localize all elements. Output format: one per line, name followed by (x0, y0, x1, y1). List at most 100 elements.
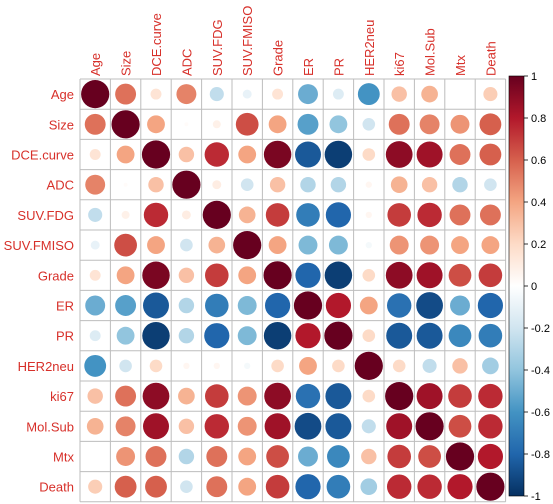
corr-circle-ADC-ADC (172, 170, 201, 199)
corr-circle-ki67-ki67 (385, 382, 414, 411)
column-label: SUV.FDG (210, 19, 225, 76)
corr-circle-Death-Size (114, 475, 137, 498)
circle-layer (81, 80, 505, 501)
corr-circle-ADC-Mol.Sub (421, 176, 438, 193)
corr-circle-ER-Mtx (450, 295, 470, 316)
corr-circle-Death-DCE.curve (145, 475, 167, 498)
corr-circle-Death-PR (326, 474, 351, 499)
corr-circle-HER2neu-ADC (183, 362, 190, 370)
corr-circle-SUV.FMISO-HER2neu (365, 241, 372, 249)
corr-circle-Age-ER (298, 84, 318, 105)
corr-circle-SUV.FMISO-ADC (180, 238, 193, 252)
corr-circle-PR-ER (295, 323, 321, 349)
label-layer: Age Age Size Size DCE.curve DCE.curve ADC ADC SU… (4, 6, 499, 495)
column-label: ki67 (392, 52, 407, 76)
corr-circle-ADC-Size (123, 182, 128, 187)
corr-circle-Size-Mtx (450, 114, 470, 134)
row-label: Grade (38, 268, 74, 283)
corr-circle-SUV.FDG-ADC (181, 210, 191, 220)
corr-circle-ER-Death (477, 292, 504, 319)
corr-circle-Age-PR (332, 88, 344, 100)
corr-circle-SUV.FMISO-Age (90, 240, 100, 250)
corr-circle-ki67-DCE.curve (142, 382, 170, 410)
corr-circle-SUV.FMISO-Death (481, 236, 500, 255)
corr-circle-Mtx-Mtx (445, 442, 475, 471)
corr-circle-SUV.FDG-PR (325, 202, 352, 228)
row-label: SUV.FDG (17, 208, 74, 223)
colorbar-tick-label: 0.2 (531, 239, 546, 251)
corr-circle-Mtx-ADC (178, 448, 195, 465)
corr-circle-ki67-HER2neu (362, 389, 376, 403)
corr-circle-HER2neu-SUV.FMISO (244, 362, 251, 370)
corr-circle-Mtx-Size (116, 447, 136, 466)
corr-circle-Grade-Grade (263, 261, 292, 290)
corr-circle-ADC-Grade (269, 176, 286, 193)
row-label: SUV.FMISO (4, 238, 74, 253)
colorbar-tick-label: -1 (531, 491, 541, 503)
corr-circle-DCE.curve-Mol.Sub (416, 141, 443, 168)
row-label: Mol.Sub (26, 419, 74, 434)
corr-circle-Size-HER2neu (362, 117, 376, 131)
corr-circle-Mtx-PR (327, 445, 350, 468)
column-label: Death (483, 41, 498, 76)
corr-circle-Size-ADC (184, 122, 189, 127)
corr-circle-ADC-HER2neu (365, 181, 372, 188)
corr-circle-Age-Death (483, 87, 498, 102)
colorbar-tick-label: 0 (531, 281, 537, 293)
corr-circle-DCE.curve-DCE.curve (141, 140, 171, 169)
corr-circle-PR-PR (324, 321, 353, 350)
column-label: Mol.Sub (423, 28, 438, 76)
corr-circle-ER-HER2neu (359, 296, 378, 315)
corr-circle-ER-SUV.FDG (205, 293, 229, 318)
corr-circle-ADC-DCE.curve (148, 176, 164, 193)
corr-circle-ER-SUV.FMISO (237, 296, 257, 315)
corr-circle-ER-Age (85, 295, 106, 316)
corr-circle-Age-SUV.FMISO (242, 89, 252, 99)
corr-circle-SUV.FMISO-Mtx (451, 236, 469, 255)
colorbar-tick-label: 0.8 (531, 113, 546, 125)
corr-circle-Grade-ki67 (385, 261, 413, 289)
colorbar-tick-label: -0.2 (531, 323, 550, 335)
corr-circle-Size-Death (479, 113, 502, 136)
corr-circle-Grade-ER (295, 262, 321, 288)
corr-circle-HER2neu-PR (332, 359, 345, 373)
corr-circle-ki67-SUV.FMISO (237, 386, 257, 406)
corr-circle-Death-Age (88, 479, 103, 494)
corr-circle-SUV.FDG-SUV.FDG (202, 200, 231, 229)
corr-circle-Mol.Sub-ki67 (386, 413, 413, 440)
corr-circle-ki67-SUV.FDG (205, 384, 229, 408)
corr-circle-Mtx-Mol.Sub (418, 445, 441, 468)
corr-circle-Age-SUV.FDG (209, 87, 224, 102)
corr-circle-Mol.Sub-Size (115, 416, 136, 437)
corr-circle-Death-Mol.Sub (417, 474, 442, 499)
row-label: ER (56, 299, 74, 314)
corr-circle-DCE.curve-Age (89, 149, 101, 160)
corr-circle-Size-Size (111, 110, 140, 139)
corr-circle-ADC-SUV.FMISO (240, 178, 254, 192)
corr-circle-DCE.curve-HER2neu (362, 148, 376, 161)
corr-circle-SUV.FDG-HER2neu (365, 211, 372, 219)
corr-circle-Death-ADC (180, 480, 193, 494)
corr-circle-DCE.curve-PR (324, 140, 353, 169)
corr-circle-DCE.curve-ki67 (385, 141, 413, 168)
corr-circle-Mol.Sub-SUV.FMISO (237, 416, 257, 436)
corr-circle-Grade-SUV.FDG (205, 263, 229, 288)
corr-circle-Mtx-HER2neu (361, 448, 377, 465)
corr-circle-Size-PR (329, 115, 348, 134)
corr-circle-Mol.Sub-HER2neu (361, 419, 376, 434)
corr-circle-Mol.Sub-ADC (178, 418, 195, 435)
corr-circle-Mtx-DCE.curve (145, 446, 167, 467)
corr-circle-HER2neu-SUV.FDG (213, 362, 220, 370)
corr-circle-DCE.curve-SUV.FMISO (238, 145, 257, 164)
corr-circle-Mtx-Grade (266, 445, 289, 468)
corr-circle-ER-Mol.Sub (416, 292, 443, 319)
corr-circle-Age-Grade (272, 88, 284, 100)
corr-circle-Mtx-ER (298, 446, 318, 467)
corr-circle-PR-HER2neu (362, 329, 376, 343)
corr-circle-SUV.FDG-ER (296, 203, 320, 227)
corr-circle-Mol.Sub-Mtx (448, 414, 472, 438)
corr-circle-DCE.curve-Grade (263, 140, 292, 169)
corr-circle-ki67-ER (295, 383, 321, 409)
corr-circle-Death-Death (476, 472, 505, 501)
corr-circle-Death-SUV.FDG (206, 476, 228, 498)
